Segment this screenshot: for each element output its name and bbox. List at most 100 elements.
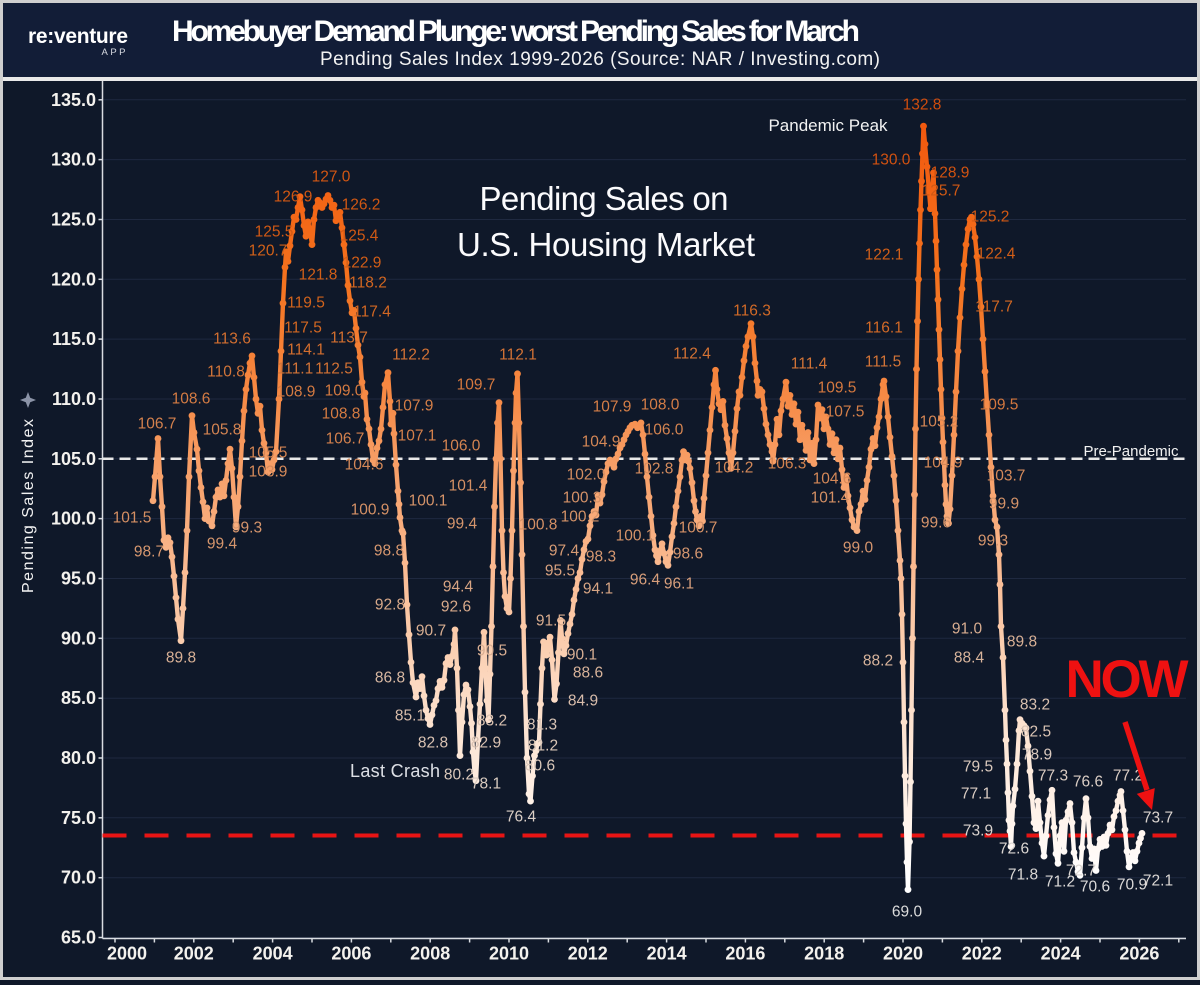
- svg-text:99.4: 99.4: [207, 536, 238, 553]
- svg-text:2026: 2026: [1119, 944, 1159, 964]
- svg-text:121.8: 121.8: [299, 267, 338, 284]
- svg-text:100.1: 100.1: [409, 493, 448, 510]
- svg-text:2002: 2002: [174, 944, 214, 964]
- svg-text:99.4: 99.4: [447, 516, 478, 533]
- svg-text:105.2: 105.2: [920, 414, 959, 431]
- svg-text:72.1: 72.1: [1143, 873, 1173, 890]
- svg-text:Last Crash: Last Crash: [350, 761, 440, 781]
- svg-text:Pending Sales Index 1999-2026: Pending Sales Index 1999-2026 (Source: N…: [320, 49, 880, 70]
- svg-text:Homebuyer Demand Plunge: worst: Homebuyer Demand Plunge: worst Pending S…: [172, 15, 860, 48]
- svg-text:105.5: 105.5: [249, 445, 288, 462]
- svg-text:116.1: 116.1: [865, 320, 903, 337]
- svg-text:71.2: 71.2: [1045, 874, 1075, 891]
- svg-text:111.4: 111.4: [791, 356, 828, 373]
- svg-text:76.6: 76.6: [1073, 774, 1103, 791]
- svg-text:91.5: 91.5: [536, 613, 566, 630]
- svg-text:117.5: 117.5: [284, 320, 322, 337]
- svg-text:99.3: 99.3: [232, 520, 262, 537]
- svg-text:92.8: 92.8: [375, 597, 405, 614]
- svg-text:105.0: 105.0: [51, 449, 96, 469]
- svg-text:96.1: 96.1: [664, 576, 694, 593]
- svg-text:70.0: 70.0: [61, 868, 96, 888]
- svg-text:122.1: 122.1: [865, 247, 904, 264]
- svg-text:100.2: 100.2: [561, 509, 600, 526]
- svg-text:2012: 2012: [568, 944, 608, 964]
- svg-text:114.1: 114.1: [287, 342, 325, 359]
- svg-text:Pre-Pandemic: Pre-Pandemic: [1083, 443, 1179, 460]
- svg-text:102.8: 102.8: [635, 461, 674, 478]
- svg-text:U.S. Housing Market: U.S. Housing Market: [457, 226, 755, 263]
- svg-text:107.9: 107.9: [593, 399, 632, 416]
- svg-text:85.1: 85.1: [395, 708, 425, 725]
- svg-text:110.0: 110.0: [52, 389, 96, 409]
- svg-text:109.7: 109.7: [457, 377, 496, 394]
- svg-text:100.9: 100.9: [351, 502, 390, 519]
- svg-text:101.4: 101.4: [449, 478, 488, 495]
- svg-text:125.7: 125.7: [922, 183, 961, 200]
- svg-text:83.2: 83.2: [477, 713, 507, 730]
- svg-text:2022: 2022: [962, 944, 1002, 964]
- svg-text:109.0: 109.0: [325, 383, 364, 400]
- svg-text:122.4: 122.4: [977, 246, 1016, 263]
- svg-text:82.5: 82.5: [1021, 724, 1051, 741]
- svg-text:100.8: 100.8: [519, 517, 558, 534]
- svg-text:112.2: 112.2: [392, 347, 430, 364]
- svg-text:99.3: 99.3: [978, 533, 1008, 550]
- svg-text:130.0: 130.0: [51, 150, 96, 170]
- svg-text:2014: 2014: [647, 944, 687, 964]
- svg-text:2004: 2004: [253, 944, 293, 964]
- svg-text:98.6: 98.6: [673, 546, 703, 563]
- svg-text:77.3: 77.3: [1038, 768, 1068, 785]
- svg-text:127.0: 127.0: [312, 169, 351, 186]
- svg-text:2000: 2000: [107, 944, 147, 964]
- svg-text:113.6: 113.6: [213, 331, 251, 348]
- svg-text:117.4: 117.4: [353, 304, 391, 321]
- svg-text:107.9: 107.9: [395, 398, 434, 415]
- svg-text:95.0: 95.0: [61, 569, 96, 589]
- svg-text:104.2: 104.2: [715, 460, 754, 477]
- svg-text:91.0: 91.0: [952, 621, 983, 638]
- svg-text:112.1: 112.1: [499, 347, 537, 364]
- svg-text:2010: 2010: [489, 944, 529, 964]
- svg-text:109.5: 109.5: [818, 380, 857, 397]
- svg-text:120.0: 120.0: [51, 269, 96, 289]
- svg-text:76.4: 76.4: [506, 809, 537, 826]
- svg-text:99.0: 99.0: [843, 540, 874, 557]
- svg-text:2024: 2024: [1041, 944, 1081, 964]
- svg-text:2016: 2016: [725, 944, 765, 964]
- svg-text:81.2: 81.2: [528, 738, 558, 755]
- svg-text:106.7: 106.7: [326, 431, 365, 448]
- svg-text:116.3: 116.3: [733, 303, 771, 320]
- svg-text:99.6: 99.6: [921, 515, 951, 532]
- svg-text:112.5: 112.5: [315, 361, 353, 378]
- svg-text:110.8: 110.8: [207, 364, 245, 381]
- svg-text:73.9: 73.9: [963, 823, 993, 840]
- svg-text:119.5: 119.5: [287, 295, 325, 312]
- svg-text:re:venture: re:venture: [28, 25, 128, 48]
- svg-text:100.3: 100.3: [563, 490, 602, 507]
- svg-text:Pending Sales Index: Pending Sales Index: [20, 419, 37, 593]
- svg-text:2020: 2020: [883, 944, 923, 964]
- svg-text:118.2: 118.2: [349, 275, 387, 292]
- svg-text:82.9: 82.9: [471, 735, 501, 752]
- svg-text:80.0: 80.0: [61, 748, 96, 768]
- svg-text:108.8: 108.8: [322, 406, 361, 423]
- svg-text:106.0: 106.0: [442, 438, 481, 455]
- svg-text:71.8: 71.8: [1008, 867, 1038, 884]
- svg-text:Pandemic Peak: Pandemic Peak: [768, 116, 888, 135]
- svg-text:126.9: 126.9: [274, 189, 313, 206]
- svg-text:98.7: 98.7: [134, 544, 164, 561]
- svg-text:109.5: 109.5: [980, 397, 1019, 414]
- svg-text:115.0: 115.0: [52, 329, 96, 349]
- svg-text:125.2: 125.2: [971, 209, 1010, 226]
- svg-text:73.7: 73.7: [1143, 810, 1173, 827]
- svg-text:88.6: 88.6: [573, 665, 603, 682]
- svg-text:2018: 2018: [804, 944, 844, 964]
- svg-text:95.5: 95.5: [545, 563, 575, 580]
- svg-text:108.6: 108.6: [172, 391, 211, 408]
- svg-text:77.1: 77.1: [961, 786, 991, 803]
- svg-text:108.9: 108.9: [277, 384, 316, 401]
- svg-text:90.1: 90.1: [567, 647, 597, 664]
- svg-text:APP: APP: [101, 47, 128, 58]
- svg-text:101.5: 101.5: [113, 510, 152, 527]
